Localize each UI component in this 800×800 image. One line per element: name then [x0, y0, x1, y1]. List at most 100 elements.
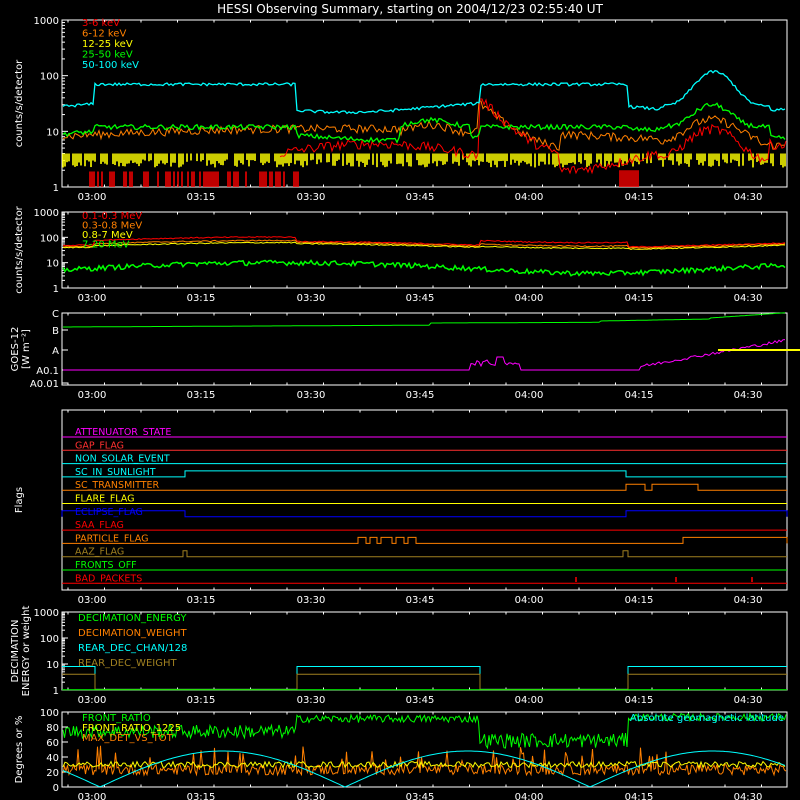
mev-panel-ylabel: counts/s/detector: [14, 205, 25, 293]
decimation-panel-ylabel: DECIMATION: [10, 619, 21, 682]
flag-line-3: [62, 470, 787, 478]
series-6-12kev-line: [62, 100, 786, 151]
series-0.1-0.3mev-line: [63, 235, 786, 248]
goes-y-tick-label: A0.01: [30, 379, 59, 390]
mev-panel-ylabel-group: counts/s/detector: [14, 205, 25, 293]
decimation-panel-legend-1: DECIMATION_WEIGHT: [78, 628, 187, 639]
flags-panel-x-tick-label: 03:45: [406, 595, 435, 606]
ratio-panel-x-tick-label: 04:00: [515, 792, 544, 800]
flags-panel-ylabel: Flags: [14, 487, 25, 513]
ratio-legend-0: FRONT_RATIO: [82, 713, 151, 724]
decimation-panel-ylabel: ENERGY or weight: [21, 606, 32, 697]
goes-panel-x-tick-label: 03:30: [297, 390, 326, 401]
energy-panel-y-tick-label: 10: [46, 127, 59, 138]
flag-label-9: AAZ_FLAG: [75, 547, 124, 558]
energy-panel-y-tick-label: 100: [40, 72, 59, 83]
goes-panel-x-tick-label: 03:45: [406, 390, 435, 401]
energy-panel-legend-1: 6-12 keV: [82, 29, 126, 40]
series-front-ratio-1225-line: [62, 760, 786, 769]
goes-panel-x-tick-label: 04:00: [515, 390, 544, 401]
flag-label-3: SC_IN_SUNLIGHT: [75, 467, 156, 478]
goes-panel-ylabel: GOES-12: [10, 327, 21, 372]
flags-panel-x-tick-label: 04:00: [515, 595, 544, 606]
ratio-y-tick-label: 40: [46, 753, 59, 764]
decimation-panel-legend-3: REAR_DEC_WEIGHT: [78, 658, 177, 669]
flag-line-6: [61, 510, 788, 518]
mev-panel-y-tick-label: 1: [53, 284, 59, 295]
energy-panel-x-tick-label: 03:30: [297, 192, 326, 203]
energy-panel-x-tick-label: 04:00: [515, 192, 544, 203]
mev-panel-x-tick-label: 03:15: [187, 293, 216, 304]
flag-label-1: GAP_FLAG: [75, 440, 124, 451]
decimation-panel-x-tick-label: 03:30: [297, 695, 326, 706]
ratio-legend-3: Absolute geomagnetic latitude: [630, 713, 784, 724]
mev-panel-x-tick-label: 03:45: [406, 293, 435, 304]
mev-panel-legend-1: 0.3-0.8 MeV: [82, 221, 142, 232]
decimation-panel-y-tick-label: 10: [46, 660, 59, 671]
flag-label-4: SC_TRANSMITTER: [75, 480, 160, 491]
decimation-panel-ylabel-group: DECIMATION ENERGY or weight: [10, 606, 32, 697]
series-50-100kev-line: [62, 69, 786, 115]
ratio-y-tick-label: 0: [53, 783, 59, 794]
energy-panel-x-tick-label: 04:15: [625, 192, 654, 203]
flags-panel-ylabel-group: Flags: [14, 487, 25, 513]
series-front-ratio-line: [62, 712, 787, 750]
series-max-det-line: [62, 745, 787, 777]
energy-panel-legend-2: 12-25 keV: [82, 39, 133, 50]
energy-panel-x-tick-label: 03:45: [406, 192, 435, 203]
flag-line-9: [62, 550, 787, 558]
flag-line-4: [62, 483, 787, 491]
energy-panel-legend-3: 25-50 keV: [82, 50, 133, 61]
goes-panel-ylabel-group: GOES-12 [W m⁻²]: [10, 327, 32, 372]
series-25-50kev-line: [62, 102, 786, 144]
ratio-panel-frame: [61, 711, 788, 788]
ratio-panel-x-tick-label: 03:45: [406, 792, 435, 800]
energy-panel-x-tick-label: 03:00: [78, 192, 107, 203]
goes-panel-x-tick-label: 03:00: [78, 390, 107, 401]
goes-y-tick-label: A: [52, 346, 59, 357]
decimation-panel-x-tick-label: 03:45: [406, 695, 435, 706]
ratio-y-tick-label: 20: [46, 768, 59, 779]
mev-panel-y-tick-label: 10: [46, 259, 59, 270]
decimation-panel-x-tick-label: 04:15: [625, 695, 654, 706]
decimation-panel-legend-2: REAR_DEC_CHAN/128: [78, 643, 187, 654]
energy-panel-legend-4: 50-100 keV: [82, 60, 139, 71]
decimation-panel-x-tick-label: 03:15: [187, 695, 216, 706]
mev-panel-x-tick-label: 04:00: [515, 293, 544, 304]
series-geomag-lat-line: [62, 750, 786, 788]
mev-panel-legend-3: 7-20 MeV: [82, 240, 130, 251]
decimation-panel-y-tick-label: 1000: [34, 608, 59, 619]
flag-label-2: NON_SOLAR_EVENT: [75, 454, 170, 465]
ratio-panel-x-tick-label: 03:30: [297, 792, 326, 800]
goes-panel-x-tick-label: 03:15: [187, 390, 216, 401]
energy-panel-ylabel: counts/s/detector: [14, 59, 25, 147]
flag-label-8: PARTICLE_FLAG: [75, 533, 148, 544]
flag-line-8: [62, 536, 788, 544]
decimation-panel-y-tick-label: 100: [40, 634, 59, 645]
series-0.3-0.8mev-line: [62, 239, 786, 249]
energy-panel-ylabel-group: counts/s/detector: [14, 59, 25, 147]
series-rear-dec-chan-line: [62, 666, 787, 690]
goes-y-tick-label: C: [52, 309, 59, 320]
flags-panel-frame: [61, 409, 788, 591]
flag-label-10: FRONTS_OFF: [75, 560, 137, 571]
ratio-panel-x-tick-label: 04:30: [734, 792, 763, 800]
series-7-20mev-line: [62, 259, 786, 277]
goes-y-tick-label: A0.1: [36, 366, 59, 377]
flag-label-0: ATTENUATOR_STATE: [75, 427, 171, 438]
flag-label-5: FLARE_FLAG: [75, 494, 135, 505]
ratio-panel-x-tick-label: 03:00: [78, 792, 107, 800]
energy-panel-legend-0: 3-6 keV: [82, 18, 120, 29]
series-0.8-7mev-line: [62, 241, 786, 251]
goes-y-tick-label: B: [52, 326, 59, 337]
energy-panel-x-tick-label: 03:15: [187, 192, 216, 203]
ratio-panel-x-tick-label: 03:15: [187, 792, 216, 800]
mev-panel-x-tick-label: 03:00: [78, 293, 107, 304]
ratio-y-tick-label: 100: [40, 708, 59, 719]
goes-panel-ylabel: [W m⁻²]: [21, 329, 32, 369]
goes-panel-frame: [61, 312, 788, 386]
decimation-panel-x-tick-label: 04:00: [515, 695, 544, 706]
flags-panel-x-tick-label: 03:30: [297, 595, 326, 606]
flag-label-11: BAD_PACKETS: [75, 573, 142, 584]
